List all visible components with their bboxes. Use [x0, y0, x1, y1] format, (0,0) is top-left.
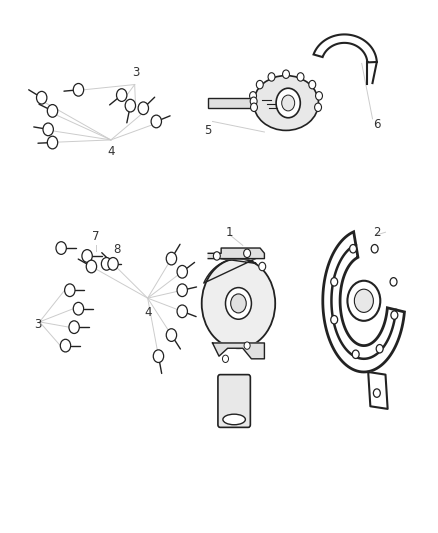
- Circle shape: [251, 103, 258, 111]
- Circle shape: [117, 89, 127, 101]
- Circle shape: [101, 257, 112, 270]
- Circle shape: [276, 88, 300, 118]
- Circle shape: [60, 340, 71, 352]
- Circle shape: [331, 316, 338, 324]
- Circle shape: [125, 99, 135, 112]
- Circle shape: [354, 289, 373, 312]
- Circle shape: [36, 91, 47, 104]
- Polygon shape: [323, 232, 404, 372]
- Circle shape: [347, 281, 380, 321]
- Polygon shape: [368, 372, 388, 409]
- Circle shape: [65, 284, 75, 296]
- Circle shape: [376, 344, 383, 353]
- Circle shape: [309, 80, 316, 89]
- Circle shape: [226, 288, 251, 319]
- Circle shape: [166, 252, 177, 265]
- Circle shape: [151, 115, 162, 128]
- Circle shape: [371, 245, 378, 253]
- Circle shape: [73, 302, 84, 315]
- Circle shape: [86, 260, 97, 273]
- Circle shape: [73, 84, 84, 96]
- Circle shape: [256, 80, 263, 89]
- Circle shape: [282, 95, 295, 111]
- Circle shape: [244, 342, 250, 349]
- Ellipse shape: [254, 76, 318, 131]
- Circle shape: [244, 249, 251, 257]
- Circle shape: [177, 284, 187, 296]
- Text: 5: 5: [205, 124, 212, 137]
- Circle shape: [177, 265, 187, 278]
- Circle shape: [82, 249, 92, 262]
- Circle shape: [283, 70, 290, 78]
- Text: 2: 2: [373, 225, 381, 239]
- FancyBboxPatch shape: [218, 375, 251, 427]
- Polygon shape: [314, 35, 377, 62]
- Circle shape: [138, 102, 148, 115]
- Text: 3: 3: [132, 66, 140, 79]
- Ellipse shape: [223, 414, 245, 425]
- Text: 4: 4: [144, 306, 152, 319]
- Circle shape: [391, 311, 398, 319]
- Circle shape: [223, 355, 229, 362]
- Circle shape: [373, 389, 380, 397]
- Circle shape: [314, 103, 321, 111]
- Circle shape: [390, 278, 397, 286]
- Text: 6: 6: [373, 118, 381, 131]
- Circle shape: [331, 278, 338, 286]
- Polygon shape: [208, 248, 265, 259]
- Circle shape: [108, 257, 118, 270]
- Circle shape: [231, 294, 246, 313]
- Circle shape: [259, 262, 266, 271]
- Circle shape: [202, 259, 275, 348]
- Text: 1: 1: [226, 225, 233, 239]
- Text: 4: 4: [107, 145, 115, 158]
- Circle shape: [177, 305, 187, 318]
- Circle shape: [352, 350, 359, 359]
- Circle shape: [47, 136, 58, 149]
- Circle shape: [250, 92, 257, 100]
- Circle shape: [43, 123, 53, 136]
- Circle shape: [350, 245, 357, 253]
- Circle shape: [56, 241, 66, 254]
- Text: 7: 7: [92, 230, 99, 243]
- Text: 8: 8: [114, 243, 121, 256]
- Circle shape: [213, 252, 220, 260]
- Circle shape: [153, 350, 164, 362]
- Circle shape: [268, 72, 275, 81]
- Polygon shape: [204, 259, 256, 283]
- Circle shape: [297, 72, 304, 81]
- Circle shape: [69, 321, 79, 334]
- FancyBboxPatch shape: [208, 98, 251, 108]
- Circle shape: [315, 92, 322, 100]
- Circle shape: [166, 329, 177, 342]
- Polygon shape: [212, 343, 265, 359]
- Text: 3: 3: [34, 318, 42, 331]
- Circle shape: [250, 97, 257, 106]
- Circle shape: [47, 104, 58, 117]
